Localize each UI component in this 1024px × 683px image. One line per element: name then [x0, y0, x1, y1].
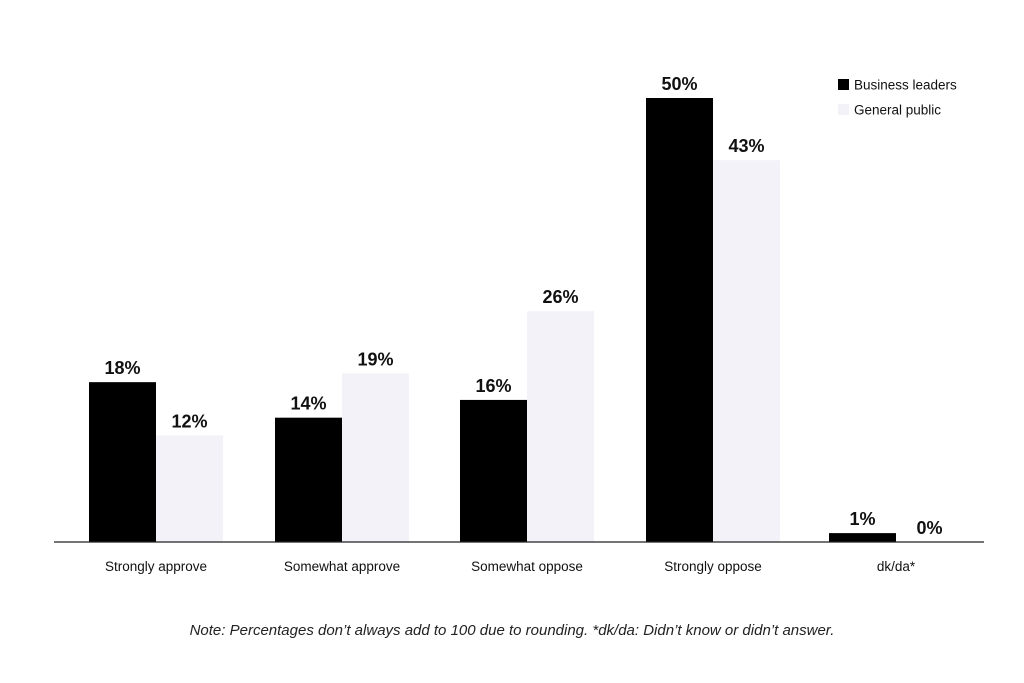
category-label: Strongly oppose [664, 559, 762, 574]
category-label: Somewhat approve [284, 559, 400, 574]
value-label: 1% [849, 509, 875, 529]
legend-label: General public [854, 103, 941, 118]
bars-layer [89, 98, 896, 542]
legend-swatch-business-leaders [838, 79, 849, 90]
value-label: 16% [475, 376, 511, 396]
category-label: dk/da* [877, 559, 916, 574]
category-label: Strongly approve [105, 559, 207, 574]
value-label: 50% [661, 74, 697, 94]
bar-general-public-0 [156, 435, 223, 542]
bar-business-leaders-2 [460, 399, 527, 542]
value-label: 26% [542, 287, 578, 307]
legend-swatch-general-public [838, 104, 849, 115]
bar-business-leaders-3 [646, 98, 713, 542]
category-labels-layer: Strongly approve Somewhat approve Somewhat… [105, 559, 916, 574]
category-label: Somewhat oppose [471, 559, 583, 574]
value-label: 12% [171, 411, 207, 431]
bar-business-leaders-4 [829, 533, 896, 542]
bar-general-public-1 [342, 373, 409, 542]
value-label: 19% [357, 349, 393, 369]
value-label: 0% [916, 518, 942, 538]
value-label: 43% [728, 136, 764, 156]
legend-label: Business leaders [854, 78, 957, 93]
bar-business-leaders-0 [89, 382, 156, 542]
chart-note: Note: Percentages don’t always add to 10… [189, 622, 835, 639]
bar-business-leaders-1 [275, 417, 342, 542]
legend: Business leaders General public [838, 78, 957, 118]
value-labels-layer: 18% 12% 14% 19% 16% 26% 50% 43% 1% 0% [104, 74, 942, 538]
value-label: 18% [104, 358, 140, 378]
bar-general-public-2 [527, 311, 594, 542]
value-label: 14% [290, 394, 326, 414]
bar-general-public-3 [713, 160, 780, 542]
